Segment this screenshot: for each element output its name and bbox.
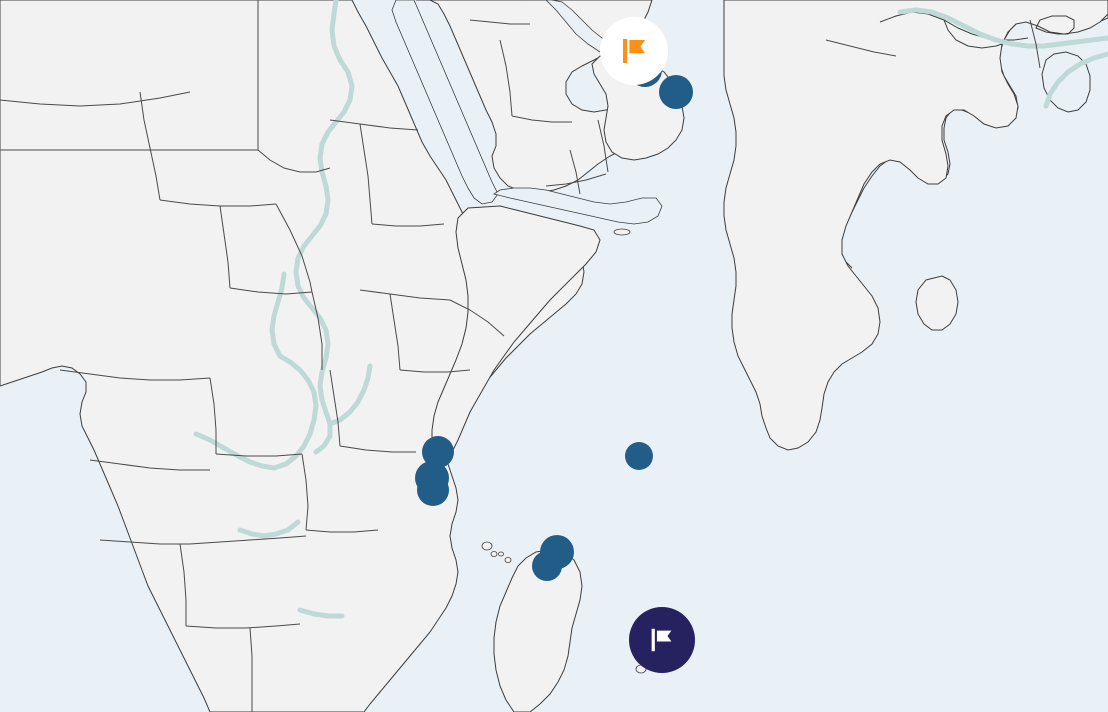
- ganges-river: [897, 7, 1108, 49]
- congo-river: [193, 353, 319, 471]
- arabian-sea: [660, 46, 1108, 712]
- country-borders: [0, 0, 1041, 712]
- sri-lanka: [915, 275, 959, 331]
- nile-river: [293, 0, 355, 455]
- flag-icon: [651, 628, 672, 652]
- bangladesh-border: [1041, 51, 1091, 113]
- nepal-border: [943, 19, 1009, 49]
- location-dot-marker[interactable]: [659, 75, 693, 109]
- location-dot-marker[interactable]: [417, 474, 449, 506]
- gulf-of-aden: [493, 187, 663, 225]
- madagascar: [493, 549, 583, 712]
- comoros-island: [498, 551, 504, 557]
- comoros-island: [481, 541, 493, 551]
- comoros-island: [504, 557, 512, 563]
- limpopo-river: [297, 607, 345, 619]
- bhutan-border: [1035, 15, 1075, 35]
- flag-icon: [623, 39, 645, 63]
- nile-tributary: [327, 363, 373, 427]
- socotra-island: [613, 228, 631, 236]
- location-dot-marker[interactable]: [532, 551, 562, 581]
- comoros-island: [490, 551, 498, 557]
- zambezi-river: [237, 519, 301, 539]
- brahmaputra-river: [1043, 51, 1108, 109]
- red-sea: [391, 0, 499, 205]
- selected-location-flag-marker[interactable]: [600, 17, 668, 85]
- congo-upper: [269, 271, 287, 359]
- rivers: [193, 0, 1108, 619]
- india-body: [723, 0, 1108, 451]
- arabia: [416, 0, 653, 193]
- destination-flag-marker[interactable]: [629, 607, 695, 673]
- somalia: [431, 205, 601, 457]
- location-dot-marker[interactable]: [625, 442, 653, 470]
